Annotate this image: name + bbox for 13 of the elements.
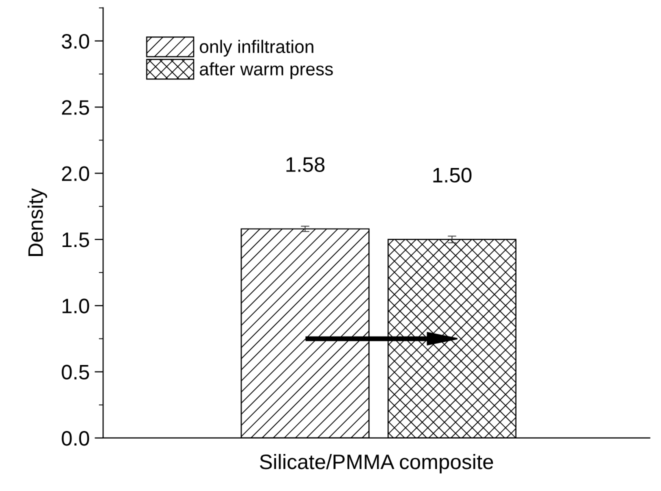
data-label: 1.50	[433, 168, 472, 183]
y-tick-label: 1.5	[62, 232, 90, 248]
legend-label: after warm press	[200, 62, 333, 80]
y-tick-label: 2.0	[62, 166, 90, 182]
y-tick-label: 1.0	[62, 298, 90, 314]
y-tick-label: 3.0	[62, 34, 90, 49]
y-tick-label: 0.0	[62, 430, 90, 446]
y-tick-label: 0.5	[62, 364, 90, 380]
x-axis-title: Silicate/PMMA composite	[260, 454, 494, 474]
legend-label: only infiltration	[200, 40, 314, 57]
data-label: 1.58	[286, 157, 324, 172]
y-axis-title: Density	[28, 188, 48, 256]
y-tick-label: 2.5	[62, 100, 90, 115]
